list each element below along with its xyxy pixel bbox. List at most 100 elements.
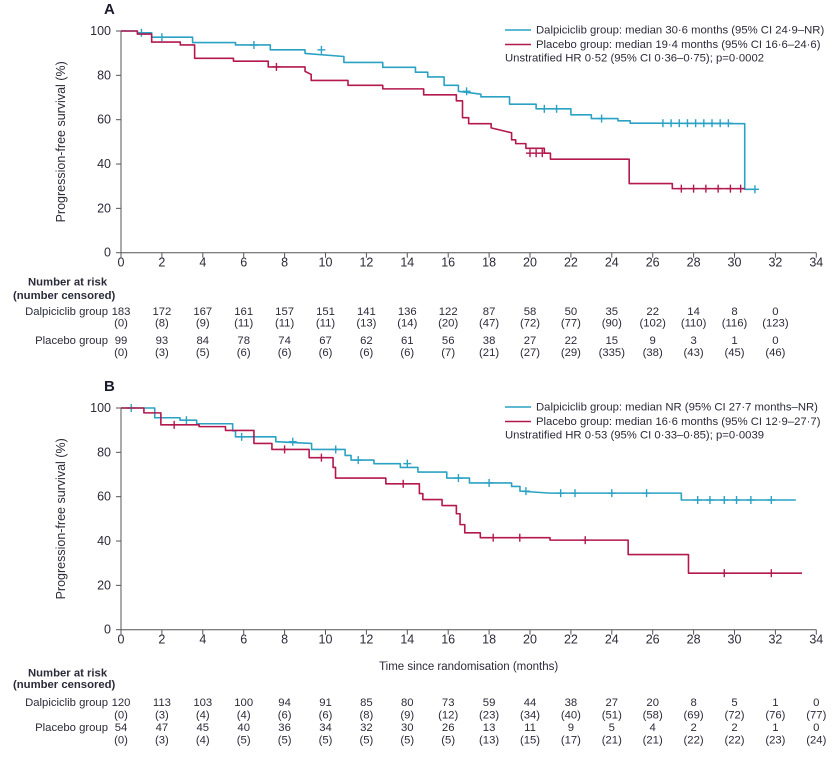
svg-text:A: A [104, 1, 115, 18]
svg-text:(6): (6) [278, 347, 292, 359]
svg-text:32: 32 [768, 256, 782, 270]
svg-text:(number censored): (number censored) [13, 679, 116, 691]
svg-text:62: 62 [360, 335, 373, 347]
svg-text:61: 61 [401, 335, 414, 347]
svg-text:14: 14 [687, 306, 700, 318]
svg-text:Progression-free survival (%): Progression-free survival (%) [54, 438, 68, 599]
svg-text:Unstratified HR 0·53 (95% CI 0: Unstratified HR 0·53 (95% CI 0·33–0·85);… [505, 430, 764, 442]
svg-text:(47): (47) [479, 318, 499, 330]
svg-text:22: 22 [646, 306, 659, 318]
svg-text:45: 45 [197, 722, 210, 734]
svg-text:(11): (11) [316, 318, 335, 330]
svg-text:22: 22 [565, 335, 578, 347]
svg-text:122: 122 [439, 306, 458, 318]
svg-text:(69): (69) [684, 709, 704, 721]
svg-text:(9): (9) [196, 318, 210, 330]
svg-text:20: 20 [97, 201, 111, 215]
svg-text:40: 40 [97, 157, 111, 171]
svg-text:(21): (21) [643, 735, 663, 747]
svg-text:(23): (23) [765, 735, 785, 747]
svg-text:(29): (29) [561, 347, 581, 359]
svg-text:38: 38 [565, 697, 578, 709]
svg-text:183: 183 [112, 306, 131, 318]
svg-text:32: 32 [360, 722, 373, 734]
svg-text:1: 1 [772, 722, 778, 734]
svg-text:3: 3 [690, 335, 696, 347]
svg-text:8: 8 [281, 633, 288, 647]
svg-text:(3): (3) [155, 735, 169, 747]
svg-text:26: 26 [442, 722, 455, 734]
svg-text:172: 172 [152, 306, 171, 318]
svg-text:Unstratified HR 0·52 (95% CI 0: Unstratified HR 0·52 (95% CI 0·36–0·75);… [505, 53, 764, 65]
svg-text:120: 120 [112, 697, 131, 709]
svg-text:20: 20 [646, 697, 659, 709]
svg-text:20: 20 [523, 633, 537, 647]
svg-text:Time since randomisation (mont: Time since randomisation (months) [379, 661, 558, 673]
svg-text:20: 20 [523, 256, 537, 270]
svg-text:30: 30 [728, 256, 742, 270]
svg-text:80: 80 [401, 697, 414, 709]
svg-text:4: 4 [199, 256, 206, 270]
svg-text:(5): (5) [237, 735, 251, 747]
svg-text:2: 2 [158, 256, 165, 270]
svg-text:12: 12 [359, 633, 373, 647]
svg-text:Progression-free survival (%): Progression-free survival (%) [54, 61, 68, 222]
svg-text:0: 0 [104, 246, 111, 260]
svg-text:(77): (77) [561, 318, 581, 330]
svg-text:(4): (4) [196, 735, 210, 747]
svg-text:(6): (6) [359, 347, 373, 359]
svg-text:27: 27 [606, 697, 619, 709]
svg-text:136: 136 [398, 306, 417, 318]
svg-text:(22): (22) [684, 735, 704, 747]
svg-text:87: 87 [483, 306, 496, 318]
svg-text:Placebo group: Placebo group [35, 722, 108, 734]
svg-text:24: 24 [605, 256, 619, 270]
svg-text:80: 80 [97, 68, 111, 82]
svg-text:161: 161 [234, 306, 253, 318]
svg-text:(21): (21) [479, 347, 499, 359]
svg-text:5: 5 [731, 697, 737, 709]
svg-text:16: 16 [441, 256, 455, 270]
svg-text:18: 18 [482, 633, 496, 647]
svg-text:Dalpiciclib group: Dalpiciclib group [25, 697, 108, 709]
svg-text:(116): (116) [722, 318, 748, 330]
svg-text:18: 18 [482, 256, 496, 270]
svg-text:(72): (72) [520, 318, 540, 330]
svg-text:(5): (5) [278, 735, 292, 747]
svg-text:78: 78 [237, 335, 250, 347]
svg-text:(15): (15) [520, 735, 540, 747]
svg-text:50: 50 [565, 306, 578, 318]
svg-text:(6): (6) [319, 709, 333, 721]
svg-text:(90): (90) [602, 318, 622, 330]
svg-text:13: 13 [483, 722, 496, 734]
svg-text:100: 100 [90, 24, 111, 38]
svg-text:Number at risk: Number at risk [28, 668, 108, 680]
svg-text:(5): (5) [441, 735, 455, 747]
svg-text:(21): (21) [602, 735, 622, 747]
svg-text:(6): (6) [319, 347, 333, 359]
svg-text:(123): (123) [762, 318, 789, 330]
svg-text:26: 26 [646, 633, 660, 647]
svg-text:27: 27 [524, 335, 537, 347]
svg-text:(6): (6) [237, 347, 251, 359]
svg-text:(9): (9) [400, 709, 414, 721]
svg-text:(11): (11) [234, 318, 253, 330]
svg-text:(5): (5) [400, 735, 414, 747]
svg-text:2: 2 [731, 722, 737, 734]
svg-text:(0): (0) [114, 709, 128, 721]
svg-text:B: B [104, 378, 115, 395]
svg-text:(14): (14) [397, 318, 417, 330]
svg-text:(0): (0) [114, 347, 128, 359]
svg-text:Dalpiciclib group: Dalpiciclib group [25, 306, 108, 318]
svg-text:14: 14 [400, 256, 414, 270]
svg-text:80: 80 [97, 445, 111, 459]
svg-text:(4): (4) [196, 709, 210, 721]
svg-text:74: 74 [278, 335, 291, 347]
svg-text:(3): (3) [155, 347, 169, 359]
svg-text:(24): (24) [806, 735, 826, 747]
svg-text:(335): (335) [599, 347, 626, 359]
svg-text:0: 0 [772, 306, 778, 318]
svg-text:(7): (7) [441, 347, 455, 359]
svg-text:84: 84 [197, 335, 210, 347]
svg-text:8: 8 [731, 306, 737, 318]
